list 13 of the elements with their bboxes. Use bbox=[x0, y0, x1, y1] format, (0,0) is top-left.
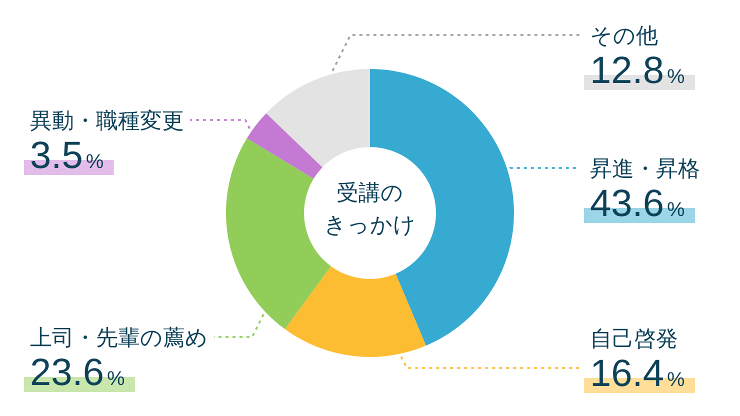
donut-slice bbox=[266, 69, 370, 168]
slice-label: 上司・先輩の薦め bbox=[30, 326, 208, 351]
data-label: 12.8% bbox=[590, 50, 685, 92]
data-label: 23.6% bbox=[30, 352, 125, 394]
data-label: 3.5% bbox=[30, 135, 104, 177]
text: 受講のきっかけ bbox=[324, 181, 416, 238]
slice-label: 異動・職種変更 bbox=[30, 109, 184, 134]
slice-label: その他 bbox=[590, 24, 658, 49]
slice-label: 昇進・昇格 bbox=[590, 157, 700, 182]
donut-slice bbox=[246, 113, 322, 179]
data-label: 16.4% bbox=[590, 353, 685, 395]
donut-slice bbox=[284, 266, 426, 357]
slice-label: 自己啓発 bbox=[590, 327, 678, 352]
